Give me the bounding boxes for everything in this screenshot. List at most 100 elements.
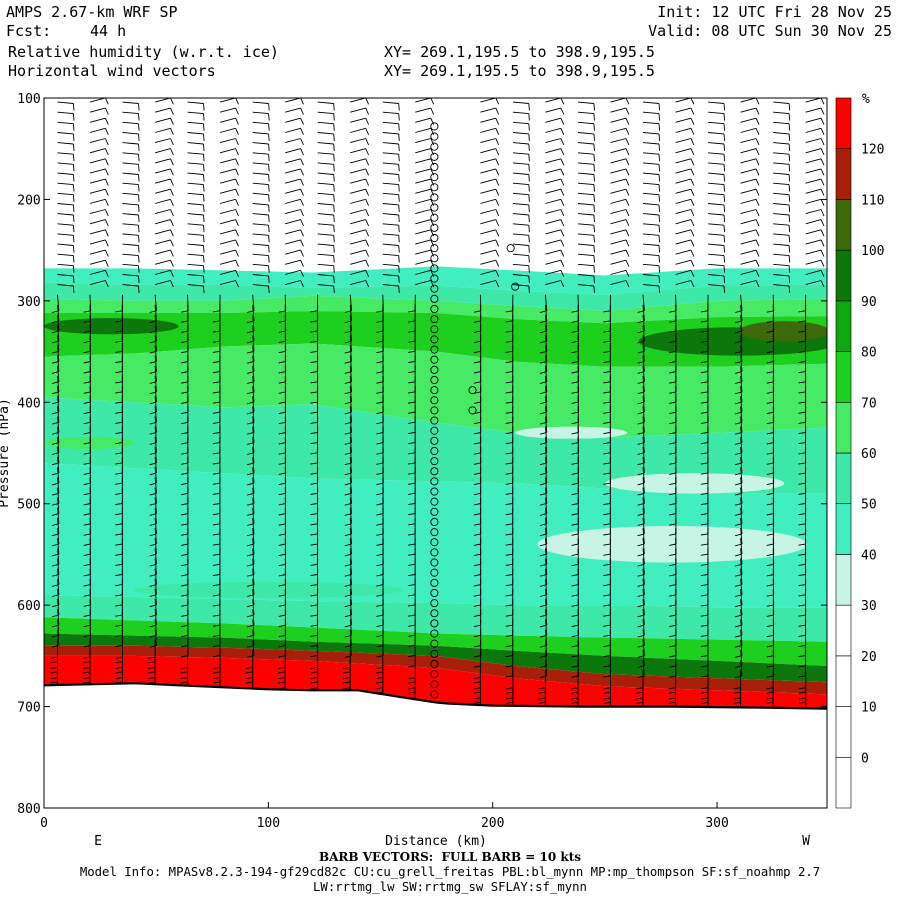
colorbar-label: 50 bbox=[861, 498, 877, 513]
wind-barb bbox=[187, 233, 205, 243]
rh-layer-5 bbox=[44, 397, 827, 494]
wind-barb bbox=[89, 158, 109, 166]
wind-barb bbox=[57, 182, 75, 192]
wind-barb bbox=[675, 209, 695, 217]
wind-barb bbox=[740, 117, 760, 125]
wind-barb bbox=[57, 121, 75, 131]
wind-barb bbox=[708, 142, 726, 152]
wind-barb bbox=[382, 274, 400, 283]
wind-barb bbox=[154, 259, 174, 267]
wind-barb bbox=[480, 249, 500, 257]
wind-barb bbox=[545, 269, 565, 277]
colorbar-unit: % bbox=[862, 92, 870, 107]
calm-wind-circle bbox=[468, 386, 477, 395]
wind-barb bbox=[512, 101, 530, 111]
calm-wind-circle bbox=[430, 477, 439, 486]
wind-barb bbox=[740, 158, 760, 166]
wind-barb bbox=[480, 259, 500, 267]
wind-barb bbox=[350, 219, 370, 227]
wind-barb bbox=[577, 233, 595, 243]
calm-wind-circle bbox=[430, 203, 439, 212]
wind-barb bbox=[219, 148, 239, 156]
calm-wind-circle bbox=[430, 416, 439, 425]
rh-layer-2 bbox=[44, 295, 827, 324]
wind-barb bbox=[577, 121, 595, 131]
calm-wind-circle bbox=[430, 548, 439, 557]
wind-barb bbox=[415, 117, 435, 125]
wind-barb bbox=[154, 209, 174, 217]
calm-wind-circle bbox=[430, 609, 439, 618]
wind-barb bbox=[577, 274, 595, 283]
wind-barb bbox=[219, 280, 239, 288]
wind-barb bbox=[610, 229, 630, 237]
wind-barb bbox=[89, 98, 109, 105]
wind-barb bbox=[252, 223, 270, 233]
wind-barb bbox=[219, 98, 239, 105]
wind-barb bbox=[252, 274, 270, 283]
wind-barb bbox=[154, 239, 174, 247]
wind-barb bbox=[773, 223, 791, 233]
wind-barb bbox=[57, 243, 75, 253]
wind-barb bbox=[415, 98, 435, 105]
wind-barb bbox=[805, 259, 825, 267]
wind-barb bbox=[805, 127, 825, 135]
wind-barb bbox=[415, 138, 435, 146]
wind-barb bbox=[154, 219, 174, 227]
calm-wind-circle bbox=[430, 670, 439, 679]
wind-barb bbox=[642, 162, 661, 172]
colorbar-segment bbox=[835, 300, 852, 352]
calm-wind-circle bbox=[430, 487, 439, 496]
wind-barb bbox=[285, 107, 304, 115]
wind-barb bbox=[252, 121, 270, 131]
rh-fill-patches bbox=[44, 318, 827, 599]
wind-barb bbox=[285, 269, 304, 277]
wind-barb bbox=[317, 263, 335, 273]
calm-wind-circle bbox=[430, 365, 439, 374]
wind-barb bbox=[317, 132, 335, 141]
wind-barb bbox=[675, 117, 695, 125]
wind-barb bbox=[805, 229, 825, 237]
wind-barb bbox=[57, 192, 75, 202]
wind-barb bbox=[545, 209, 565, 217]
wind-barb bbox=[219, 168, 239, 176]
wind-barb bbox=[805, 117, 825, 125]
wind-barb bbox=[805, 198, 825, 206]
wind-barb bbox=[219, 158, 239, 166]
y-axis-title: Pressure (hPa) bbox=[0, 398, 12, 508]
rh-layer-8 bbox=[44, 617, 827, 666]
forecast-hour-label: Fcst: bbox=[6, 22, 52, 40]
wind-barb bbox=[415, 148, 435, 156]
wind-barb bbox=[187, 121, 205, 131]
wind-barb bbox=[317, 284, 335, 294]
wind-barb bbox=[773, 263, 791, 273]
calm-wind-circle bbox=[430, 659, 439, 669]
wind-barb bbox=[382, 111, 400, 121]
wind-barb bbox=[642, 274, 661, 283]
wind-barb bbox=[805, 107, 825, 115]
wind-barb bbox=[382, 223, 400, 233]
wind-barb bbox=[675, 127, 695, 135]
wind-barb bbox=[154, 117, 174, 125]
wind-barb bbox=[740, 209, 760, 217]
wind-barb bbox=[154, 249, 174, 257]
wind-barb bbox=[675, 219, 695, 227]
wind-barb bbox=[350, 138, 370, 146]
colorbar-label: 90 bbox=[861, 295, 877, 310]
wind-barb bbox=[415, 188, 435, 196]
calm-wind-circle bbox=[430, 173, 439, 182]
wind-barb bbox=[382, 121, 400, 131]
wind-barb bbox=[708, 111, 726, 121]
wind-barb bbox=[708, 263, 726, 273]
wind-barb bbox=[610, 148, 630, 156]
wind-barb bbox=[798, 700, 807, 709]
wind-barb bbox=[122, 192, 140, 202]
wind-barb bbox=[154, 188, 174, 196]
wind-barb bbox=[350, 117, 370, 125]
wind-barb bbox=[219, 219, 239, 227]
wind-barb bbox=[285, 280, 304, 288]
wind-barb bbox=[577, 263, 595, 273]
field-name-secondary: Horizontal wind vectors bbox=[8, 62, 216, 80]
wind-barb bbox=[773, 182, 791, 192]
wind-barb bbox=[512, 142, 530, 152]
wind-barb bbox=[545, 148, 565, 156]
